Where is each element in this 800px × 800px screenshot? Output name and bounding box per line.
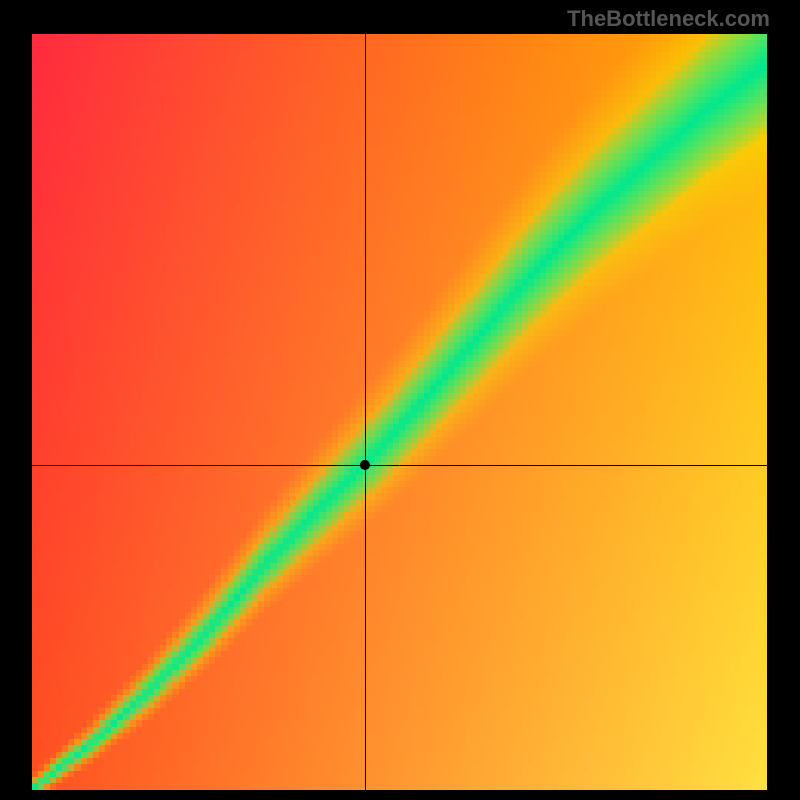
- chart-container: TheBottleneck.com: [0, 0, 800, 800]
- heatmap-panel: [32, 34, 767, 790]
- heatmap-canvas: [32, 34, 767, 790]
- watermark-text: TheBottleneck.com: [567, 6, 770, 32]
